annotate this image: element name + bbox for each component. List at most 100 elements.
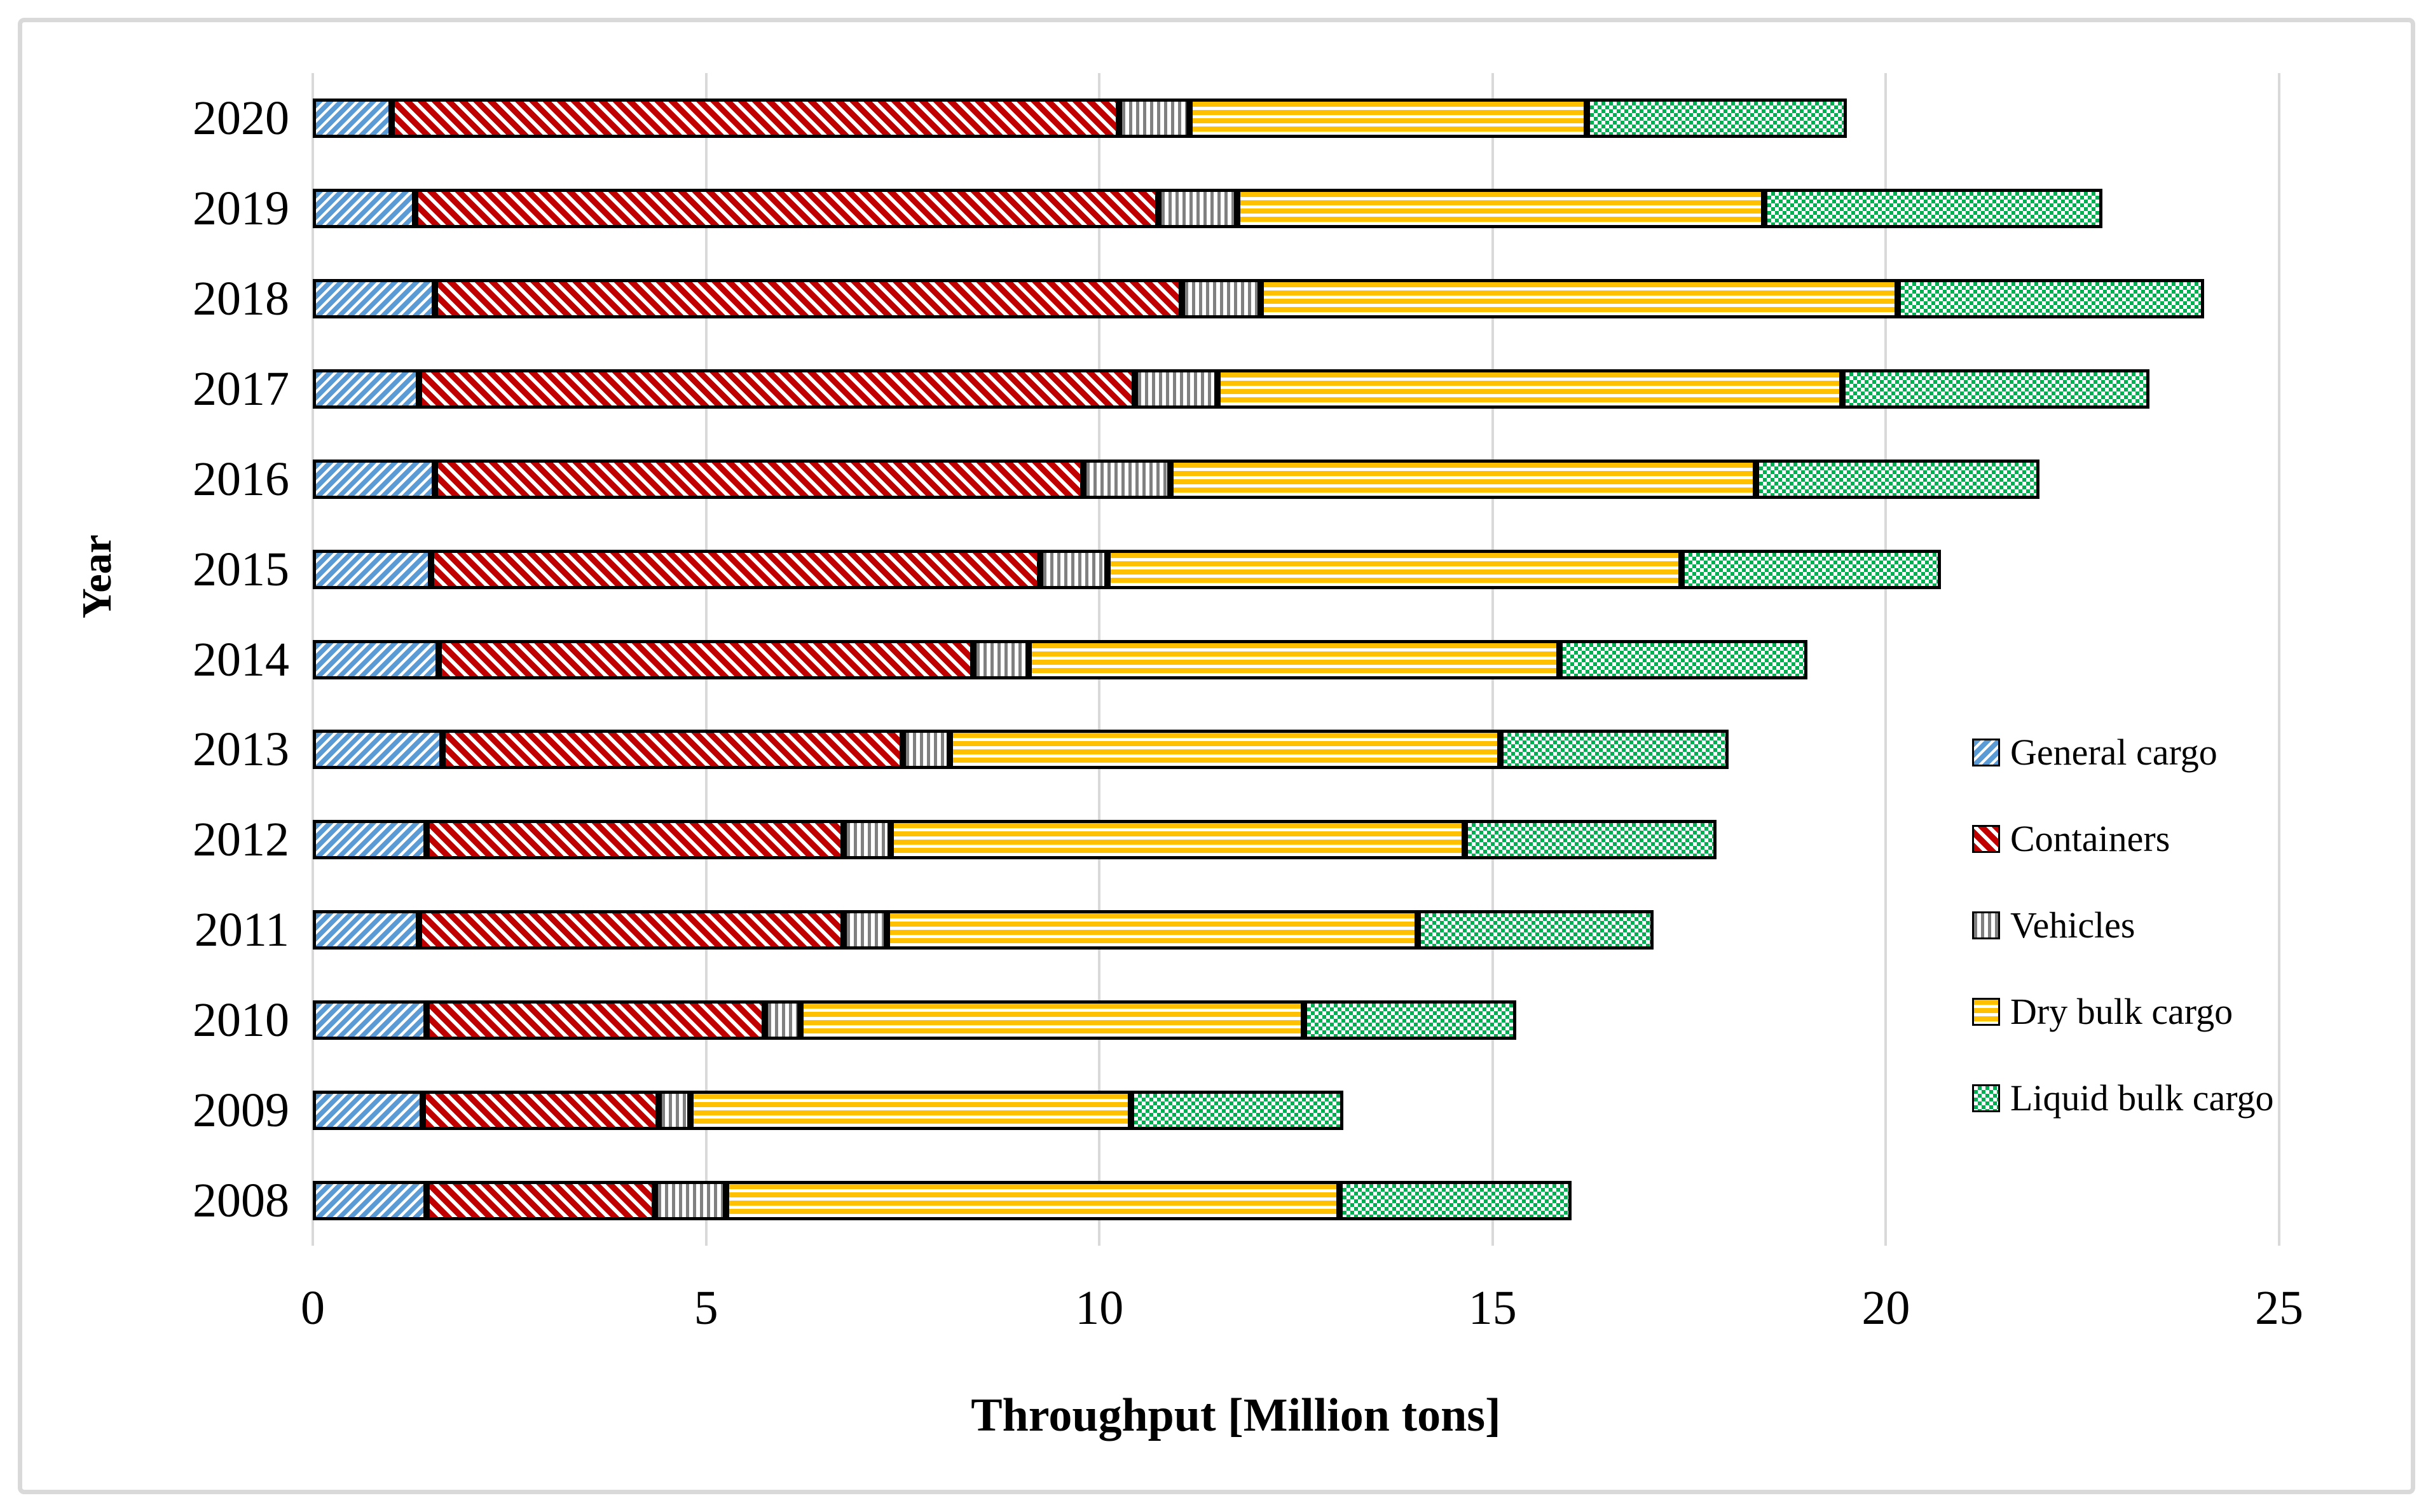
segment-2011-dry-bulk-cargo	[887, 910, 1418, 950]
x-tick-label-10: 10	[1075, 1281, 1124, 1335]
x-tick-label-0: 0	[301, 1281, 325, 1335]
legend-swatch-general-cargo-icon	[1972, 739, 2000, 766]
legend-swatch-liquid-bulk-cargo-icon	[1972, 1084, 2000, 1112]
segment-2012-vehicles	[844, 820, 891, 860]
segment-2013-containers	[442, 730, 903, 770]
legend-swatch-containers-icon	[1972, 825, 2000, 853]
segment-2015-vehicles	[1040, 549, 1107, 589]
segment-2014-general-cargo	[313, 639, 439, 679]
segment-2010-containers	[427, 1000, 765, 1040]
segment-2015-dry-bulk-cargo	[1107, 549, 1682, 589]
segment-2010-general-cargo	[313, 1000, 427, 1040]
y-tick-label-2017: 2017	[193, 362, 289, 416]
bar-2013	[313, 730, 2279, 770]
segment-2014-vehicles	[973, 639, 1029, 679]
gridline-x-20	[1884, 73, 1888, 1246]
bar-2020	[313, 98, 2279, 138]
segment-2020-dry-bulk-cargo	[1189, 98, 1587, 138]
figure-border	[18, 18, 2415, 1494]
legend-label-liquid-bulk-cargo: Liquid bulk cargo	[2010, 1077, 2274, 1119]
y-tick-label-2019: 2019	[193, 181, 289, 235]
bar-2017	[313, 369, 2279, 409]
y-tick-label-2016: 2016	[193, 452, 289, 506]
bar-2018	[313, 278, 2279, 318]
segment-2013-dry-bulk-cargo	[950, 730, 1501, 770]
segment-2008-dry-bulk-cargo	[725, 1181, 1340, 1221]
segment-2018-containers	[434, 278, 1182, 318]
segment-2016-vehicles	[1083, 459, 1170, 499]
y-tick-label-2011: 2011	[194, 903, 289, 957]
y-axis-title: Year	[74, 535, 120, 618]
segment-2008-containers	[427, 1181, 655, 1221]
legend: General cargo Containers Vehicles Dry bulk …	[1972, 0, 2417, 1512]
segment-2012-containers	[427, 820, 844, 860]
segment-2019-vehicles	[1158, 188, 1237, 228]
segment-2013-liquid-bulk-cargo	[1500, 730, 1729, 770]
legend-label-containers: Containers	[2010, 818, 2170, 859]
segment-2008-general-cargo	[313, 1181, 427, 1221]
segment-2014-liquid-bulk-cargo	[1559, 639, 1807, 679]
legend-label-dry-bulk-cargo: Dry bulk cargo	[2010, 991, 2233, 1032]
bar-2014	[313, 639, 2279, 679]
segment-2016-liquid-bulk-cargo	[1756, 459, 2039, 499]
segment-2017-liquid-bulk-cargo	[1842, 369, 2149, 409]
segment-2019-dry-bulk-cargo	[1237, 188, 1764, 228]
segment-2016-general-cargo	[313, 459, 435, 499]
bar-2015	[313, 549, 2279, 589]
segment-2015-containers	[430, 549, 1041, 589]
segment-2009-liquid-bulk-cargo	[1130, 1091, 1343, 1131]
segment-2017-dry-bulk-cargo	[1217, 369, 1843, 409]
bar-2010	[313, 1000, 2279, 1040]
segment-2019-general-cargo	[313, 188, 415, 228]
segment-2008-liquid-bulk-cargo	[1339, 1181, 1572, 1221]
segment-2014-dry-bulk-cargo	[1028, 639, 1559, 679]
segment-2012-dry-bulk-cargo	[891, 820, 1465, 860]
segment-2020-containers	[391, 98, 1120, 138]
segment-2010-vehicles	[765, 1000, 801, 1040]
segment-2020-liquid-bulk-cargo	[1587, 98, 1847, 138]
segment-2019-containers	[415, 188, 1158, 228]
x-axis-title: Throughput [Million tons]	[971, 1389, 1501, 1441]
segment-2011-general-cargo	[313, 910, 420, 950]
bar-2011	[313, 910, 2279, 950]
x-tick-label-5: 5	[694, 1281, 718, 1335]
segment-2008-vehicles	[655, 1181, 726, 1221]
segment-2015-liquid-bulk-cargo	[1681, 549, 1941, 589]
legend-label-vehicles: Vehicles	[2010, 904, 2135, 946]
y-tick-label-2012: 2012	[193, 813, 289, 867]
segment-2011-containers	[419, 910, 844, 950]
segment-2018-vehicles	[1182, 278, 1261, 318]
y-tick-label-2014: 2014	[193, 632, 289, 686]
segment-2009-general-cargo	[313, 1091, 423, 1131]
segment-2018-dry-bulk-cargo	[1260, 278, 1898, 318]
segment-2016-dry-bulk-cargo	[1170, 459, 1757, 499]
segment-2017-containers	[419, 369, 1135, 409]
segment-2020-vehicles	[1119, 98, 1190, 138]
segment-2015-general-cargo	[313, 549, 431, 589]
segment-2012-general-cargo	[313, 820, 427, 860]
y-tick-label-2009: 2009	[193, 1084, 289, 1138]
segment-2013-vehicles	[902, 730, 950, 770]
legend-swatch-dry-bulk-cargo-icon	[1972, 998, 2000, 1026]
segment-2009-containers	[423, 1091, 659, 1131]
bar-2008	[313, 1181, 2279, 1221]
x-tick-label-25: 25	[2255, 1281, 2303, 1335]
segment-2020-general-cargo	[313, 98, 392, 138]
segment-2009-vehicles	[659, 1091, 690, 1131]
bar-2019	[313, 188, 2279, 228]
segment-2013-general-cargo	[313, 730, 443, 770]
y-tick-label-2018: 2018	[193, 271, 289, 325]
y-tick-label-2010: 2010	[193, 993, 289, 1047]
plot-area	[312, 73, 2280, 1246]
segment-2016-containers	[434, 459, 1084, 499]
segment-2010-liquid-bulk-cargo	[1303, 1000, 1516, 1040]
segment-2018-liquid-bulk-cargo	[1897, 278, 2205, 318]
segment-2017-general-cargo	[313, 369, 420, 409]
segment-2011-liquid-bulk-cargo	[1418, 910, 1654, 950]
gridline-x-25	[2278, 73, 2280, 1246]
segment-2018-general-cargo	[313, 278, 435, 318]
segment-2010-dry-bulk-cargo	[800, 1000, 1304, 1040]
segment-2011-vehicles	[844, 910, 888, 950]
y-tick-label-2015: 2015	[193, 542, 289, 596]
